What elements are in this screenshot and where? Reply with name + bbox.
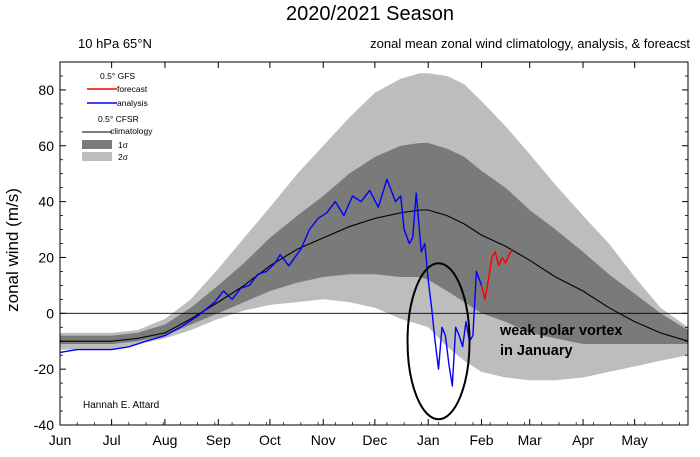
- legend: 0.5° GFS forecast analysis 0.5° CFSR cli…: [82, 71, 153, 162]
- x-tick-label: Nov: [311, 432, 336, 448]
- y-tick-label: 60: [38, 138, 54, 154]
- sigma1-band: [60, 143, 688, 344]
- chart-title: 2020/2021 Season: [286, 3, 454, 25]
- x-tick-label: Mar: [518, 432, 542, 448]
- x-tick-label: Aug: [152, 432, 177, 448]
- y-tick-label: 20: [38, 249, 54, 265]
- x-tick-label: May: [621, 432, 647, 448]
- y-tick-label: 40: [38, 194, 54, 210]
- annotation-line1: weak polar vortex: [499, 323, 623, 339]
- x-tick-label: Jan: [417, 432, 440, 448]
- y-tick-label: 80: [38, 82, 54, 98]
- legend-sigma2-label: 2σ: [118, 152, 129, 162]
- y-tick-label: -40: [34, 417, 54, 433]
- forecast-line: [480, 248, 514, 301]
- x-tick-label: Dec: [362, 432, 387, 448]
- y-tick-label: 0: [46, 305, 54, 321]
- legend-gfs-header: 0.5° GFS: [100, 71, 135, 81]
- legend-sigma2-swatch: [82, 152, 112, 161]
- x-tick-label: Sep: [206, 432, 231, 448]
- legend-sigma1-label: 1σ: [118, 140, 129, 150]
- x-tick-label: Apr: [572, 432, 594, 448]
- annotation-line2: in January: [500, 343, 573, 359]
- y-axis-label: zonal wind (m/s): [3, 188, 22, 312]
- legend-analysis-label: analysis: [117, 98, 148, 108]
- credit-text: Hannah E. Attard: [83, 400, 159, 411]
- legend-forecast-label: forecast: [117, 84, 148, 94]
- chart-subtitle-left: 10 hPa 65°N: [78, 36, 152, 51]
- legend-cfsr-header: 0.5° CFSR: [98, 114, 139, 124]
- y-tick-label: -20: [34, 361, 54, 377]
- x-tick-label: Jun: [49, 432, 72, 448]
- x-tick-label: Oct: [259, 432, 281, 448]
- legend-sigma1-swatch: [82, 140, 112, 149]
- x-tick-label: Feb: [469, 432, 493, 448]
- x-tick-label: Jul: [103, 432, 121, 448]
- series-lines: [59, 178, 689, 387]
- analysis-line: [59, 178, 483, 387]
- annotation-ellipse: [406, 262, 471, 421]
- legend-climatology-label: climatology: [110, 126, 153, 136]
- climatology-line: [60, 209, 689, 342]
- chart-subtitle-right: zonal mean zonal wind climatology, analy…: [370, 36, 690, 51]
